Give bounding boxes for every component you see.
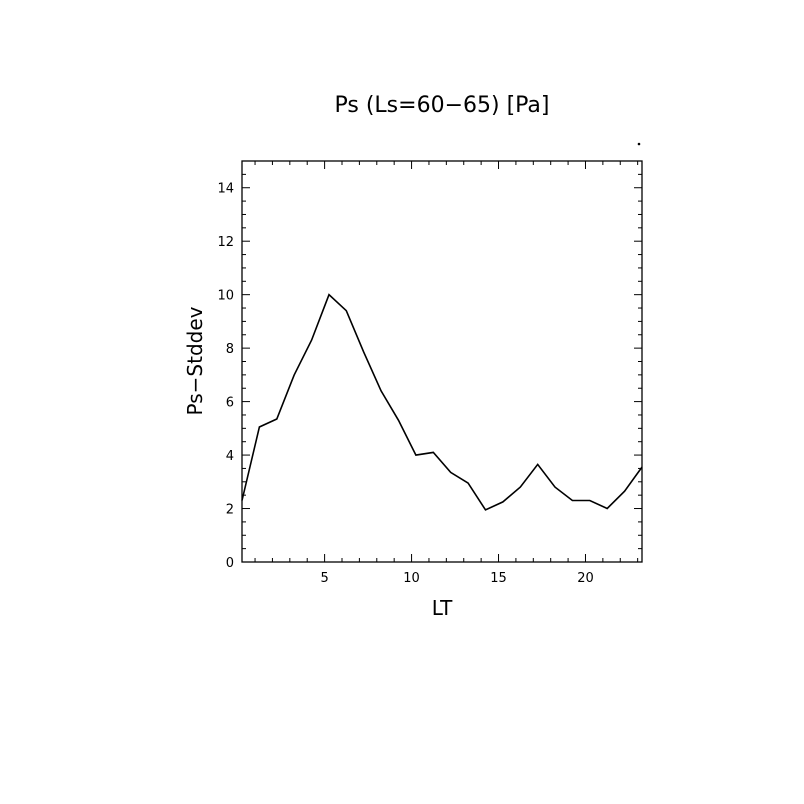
x-tick-label: 5 bbox=[320, 571, 328, 586]
y-tick-label: 4 bbox=[226, 449, 234, 464]
plot-area: 5 10 15 20 0 2 4 6 8 10 12 14 bbox=[217, 142, 643, 586]
corner-dot bbox=[637, 142, 641, 146]
y-tick-label: 14 bbox=[217, 182, 234, 197]
series-line bbox=[241, 293, 643, 511]
y-tick-label: 2 bbox=[226, 503, 234, 518]
y-tick-label: 10 bbox=[217, 289, 234, 304]
chart-title: Ps (Ls=60−65) [Pa] bbox=[335, 93, 550, 118]
y-tick-label: 12 bbox=[217, 235, 234, 250]
y-tick-label: 8 bbox=[226, 342, 234, 357]
y-tick-label: 6 bbox=[226, 396, 234, 411]
x-tick-label: 20 bbox=[577, 571, 594, 586]
x-tick-label: 10 bbox=[403, 571, 420, 586]
y-tick-label: 0 bbox=[226, 556, 234, 571]
x-tick-label: 15 bbox=[490, 571, 507, 586]
y-axis-label: Ps−Stddev bbox=[183, 306, 207, 415]
x-axis-label: LT bbox=[432, 596, 453, 620]
